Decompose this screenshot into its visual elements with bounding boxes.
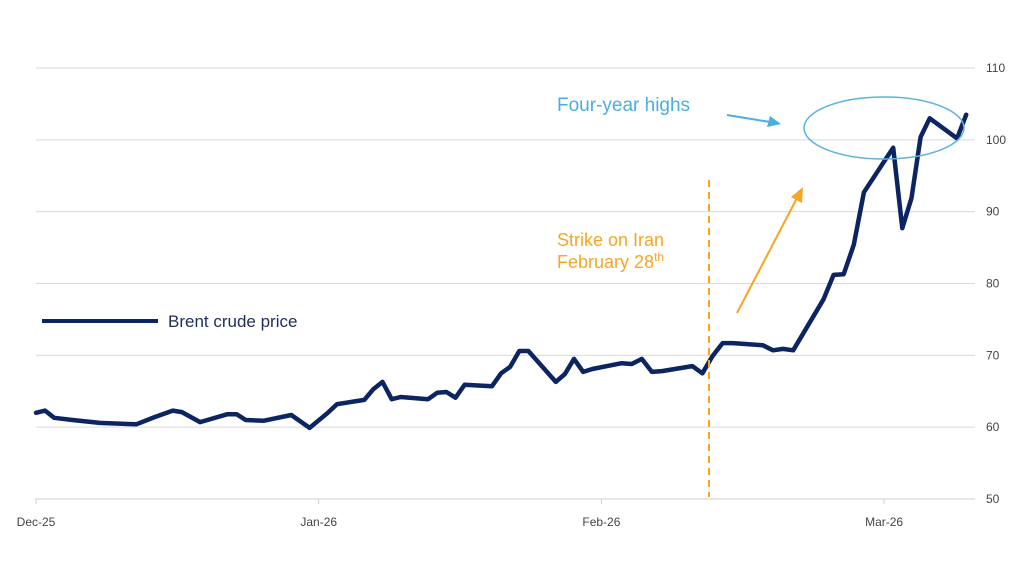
x-tick-label: Mar-26 bbox=[865, 515, 903, 529]
series-layer bbox=[33, 112, 969, 431]
legend: Brent crude price bbox=[42, 312, 297, 331]
strike-label-line1: Strike on Iran bbox=[557, 230, 664, 250]
x-axis-ticks: Dec-25 Jan-26 Feb-26 Mar-26 bbox=[17, 499, 903, 529]
orange-arrowhead-icon bbox=[791, 187, 803, 203]
y-axis-ticks: 50 60 70 80 90 100 110 bbox=[986, 61, 1006, 506]
y-tick-label: 50 bbox=[986, 492, 1000, 506]
legend-label: Brent crude price bbox=[168, 312, 297, 331]
brent-price-line bbox=[33, 112, 969, 431]
y-tick-label: 110 bbox=[986, 61, 1005, 75]
y-tick-label: 100 bbox=[986, 133, 1006, 147]
strike-date-suffix: th bbox=[654, 250, 664, 264]
four-year-highs-annotation: Four-year highs bbox=[557, 95, 965, 160]
highs-ellipse bbox=[803, 96, 965, 160]
y-tick-label: 90 bbox=[986, 205, 1000, 219]
four-year-highs-label: Four-year highs bbox=[557, 95, 690, 116]
x-tick-label: Dec-25 bbox=[17, 515, 56, 529]
blue-arrowhead-icon bbox=[767, 116, 781, 127]
strike-label-line2: February 28th bbox=[557, 250, 664, 272]
gridlines bbox=[36, 67, 975, 428]
y-tick-label: 80 bbox=[986, 277, 1000, 291]
y-tick-label: 70 bbox=[986, 348, 1000, 362]
x-tick-label: Jan-26 bbox=[300, 515, 337, 529]
y-tick-label: 60 bbox=[986, 420, 1000, 434]
blue-arrow-icon bbox=[726, 114, 771, 123]
strike-date: February 28 bbox=[557, 252, 654, 272]
orange-arrow-icon bbox=[736, 197, 798, 314]
strike-annotation: Strike on Iran February 28th bbox=[557, 180, 803, 497]
x-tick-label: Feb-26 bbox=[582, 515, 620, 529]
